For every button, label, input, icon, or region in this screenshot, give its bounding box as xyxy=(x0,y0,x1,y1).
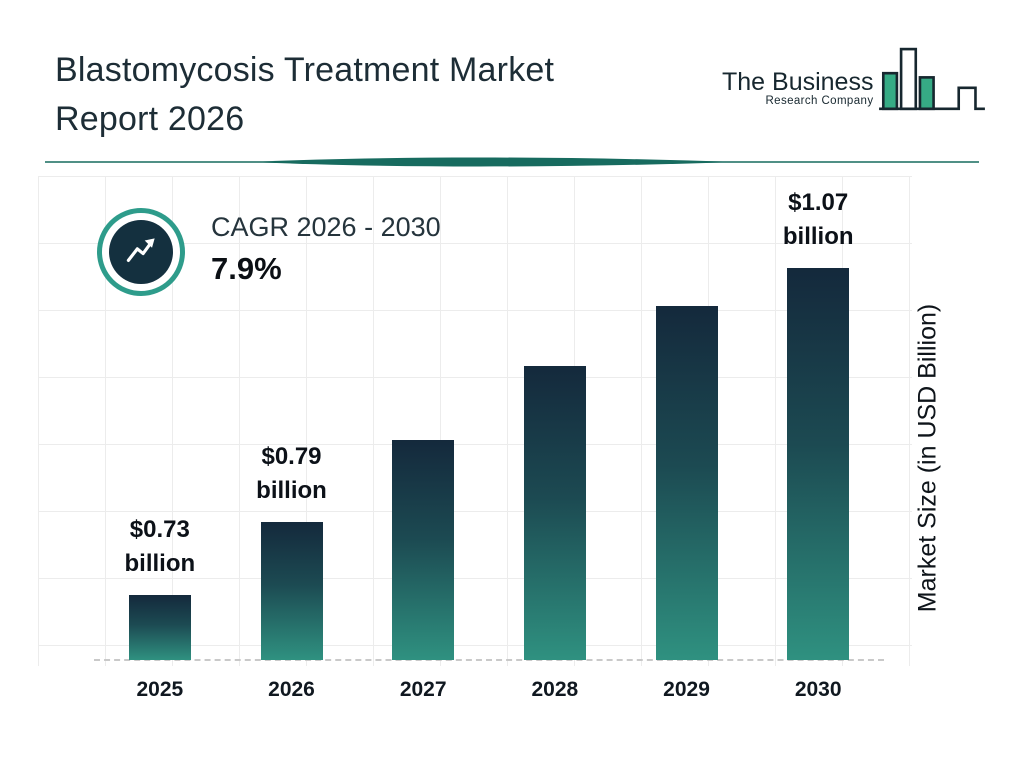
trend-arrow-icon xyxy=(109,220,173,284)
page-title-line2: Report 2026 xyxy=(55,100,245,138)
x-axis-label-2025: 2025 xyxy=(136,678,184,701)
x-axis-label-2029: 2029 xyxy=(663,678,710,701)
x-axis-baseline xyxy=(94,659,884,661)
bar-value-label-2026: $0.79 billion xyxy=(256,443,327,504)
bar-2030 xyxy=(787,268,850,660)
bar-2027 xyxy=(392,440,455,660)
x-axis-label-2030: 2030 xyxy=(794,678,842,701)
company-name: The Business xyxy=(722,67,874,96)
company-subtitle: Research Company xyxy=(765,94,874,107)
cagr-value: 7.9% xyxy=(211,251,282,286)
bar-value-label-2030: $1.07 billion xyxy=(782,189,854,250)
company-logo-text: The Business Research Company xyxy=(722,69,873,107)
cagr-badge xyxy=(97,208,185,296)
bar-column-2027 xyxy=(357,268,489,660)
bars-row: $0.73 billion $0.79 billion $1.07 billion xyxy=(94,189,884,660)
page-title: Blastomycosis Treatment Market Report 20… xyxy=(55,46,554,144)
x-axis-label-2028: 2028 xyxy=(531,678,579,701)
bar-2026 xyxy=(260,522,323,660)
cagr-block: CAGR 2026 - 2030 7.9% xyxy=(97,208,441,296)
company-logo: The Business Research Company xyxy=(722,42,987,123)
bar-2025 xyxy=(128,595,191,660)
cagr-text: CAGR 2026 - 2030 7.9% xyxy=(211,208,441,287)
page-title-line1: Blastomycosis Treatment Market xyxy=(55,51,555,89)
bar-chart-logo-icon xyxy=(877,42,987,123)
bar-column-2028 xyxy=(489,268,621,660)
y-axis-title: Market Size (in USD Billion) xyxy=(913,303,942,613)
bar-2029 xyxy=(655,306,718,660)
x-axis-label-2026: 2026 xyxy=(268,678,315,701)
cagr-label: CAGR 2026 - 2030 xyxy=(211,212,441,242)
x-axis-labels: 2025 2026 2027 2028 2029 2030 xyxy=(94,678,884,702)
bar-column-2025: $0.73 billion xyxy=(94,268,226,660)
bar-2028 xyxy=(523,366,586,660)
x-axis-label-2027: 2027 xyxy=(399,678,447,701)
bar-column-2026: $0.79 billion xyxy=(226,268,358,660)
bar-column-2030: $1.07 billion xyxy=(752,189,884,660)
bar-value-label-2025: $0.73 billion xyxy=(124,516,196,577)
bar-column-2029 xyxy=(621,268,753,660)
divider xyxy=(45,155,979,167)
